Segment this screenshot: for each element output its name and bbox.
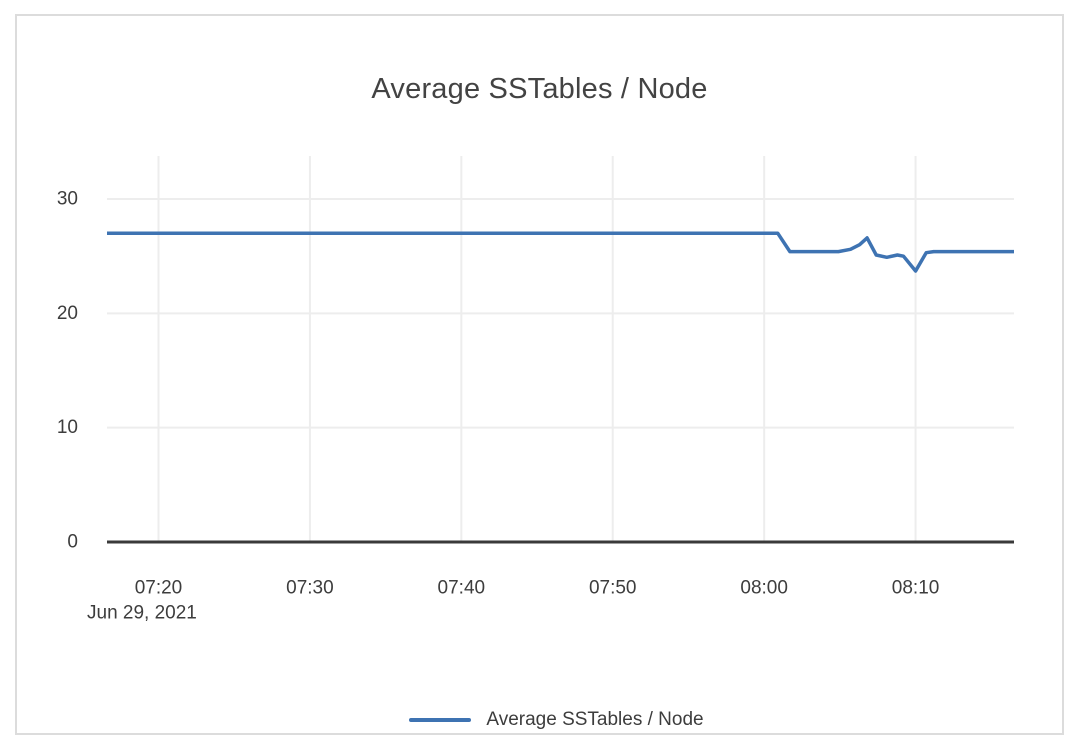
y-tick-label: 20 [57, 303, 78, 324]
legend[interactable]: Average SSTables / Node [17, 709, 1062, 731]
legend-line-swatch [409, 718, 472, 722]
x-tick-label: 08:10 [892, 578, 940, 599]
chart-title: Average SSTables / Node [371, 73, 708, 105]
legend-label: Average SSTables / Node [486, 709, 704, 730]
x-tick-label: 07:40 [438, 578, 486, 599]
x-tick-label: 07:20 [135, 578, 183, 599]
x-tick-label: 08:00 [740, 578, 788, 599]
x-axis-date-label: Jun 29, 2021 [87, 603, 197, 624]
x-tick-label: 07:30 [286, 578, 334, 599]
y-tick-label: 30 [57, 188, 78, 209]
series-line [107, 231, 1014, 273]
y-tick-label: 10 [57, 417, 78, 438]
x-tick-label: 07:50 [589, 578, 637, 599]
chart-card: Average SSTables / Node Average SSTables… [15, 14, 1064, 735]
y-tick-label: 0 [67, 532, 78, 553]
